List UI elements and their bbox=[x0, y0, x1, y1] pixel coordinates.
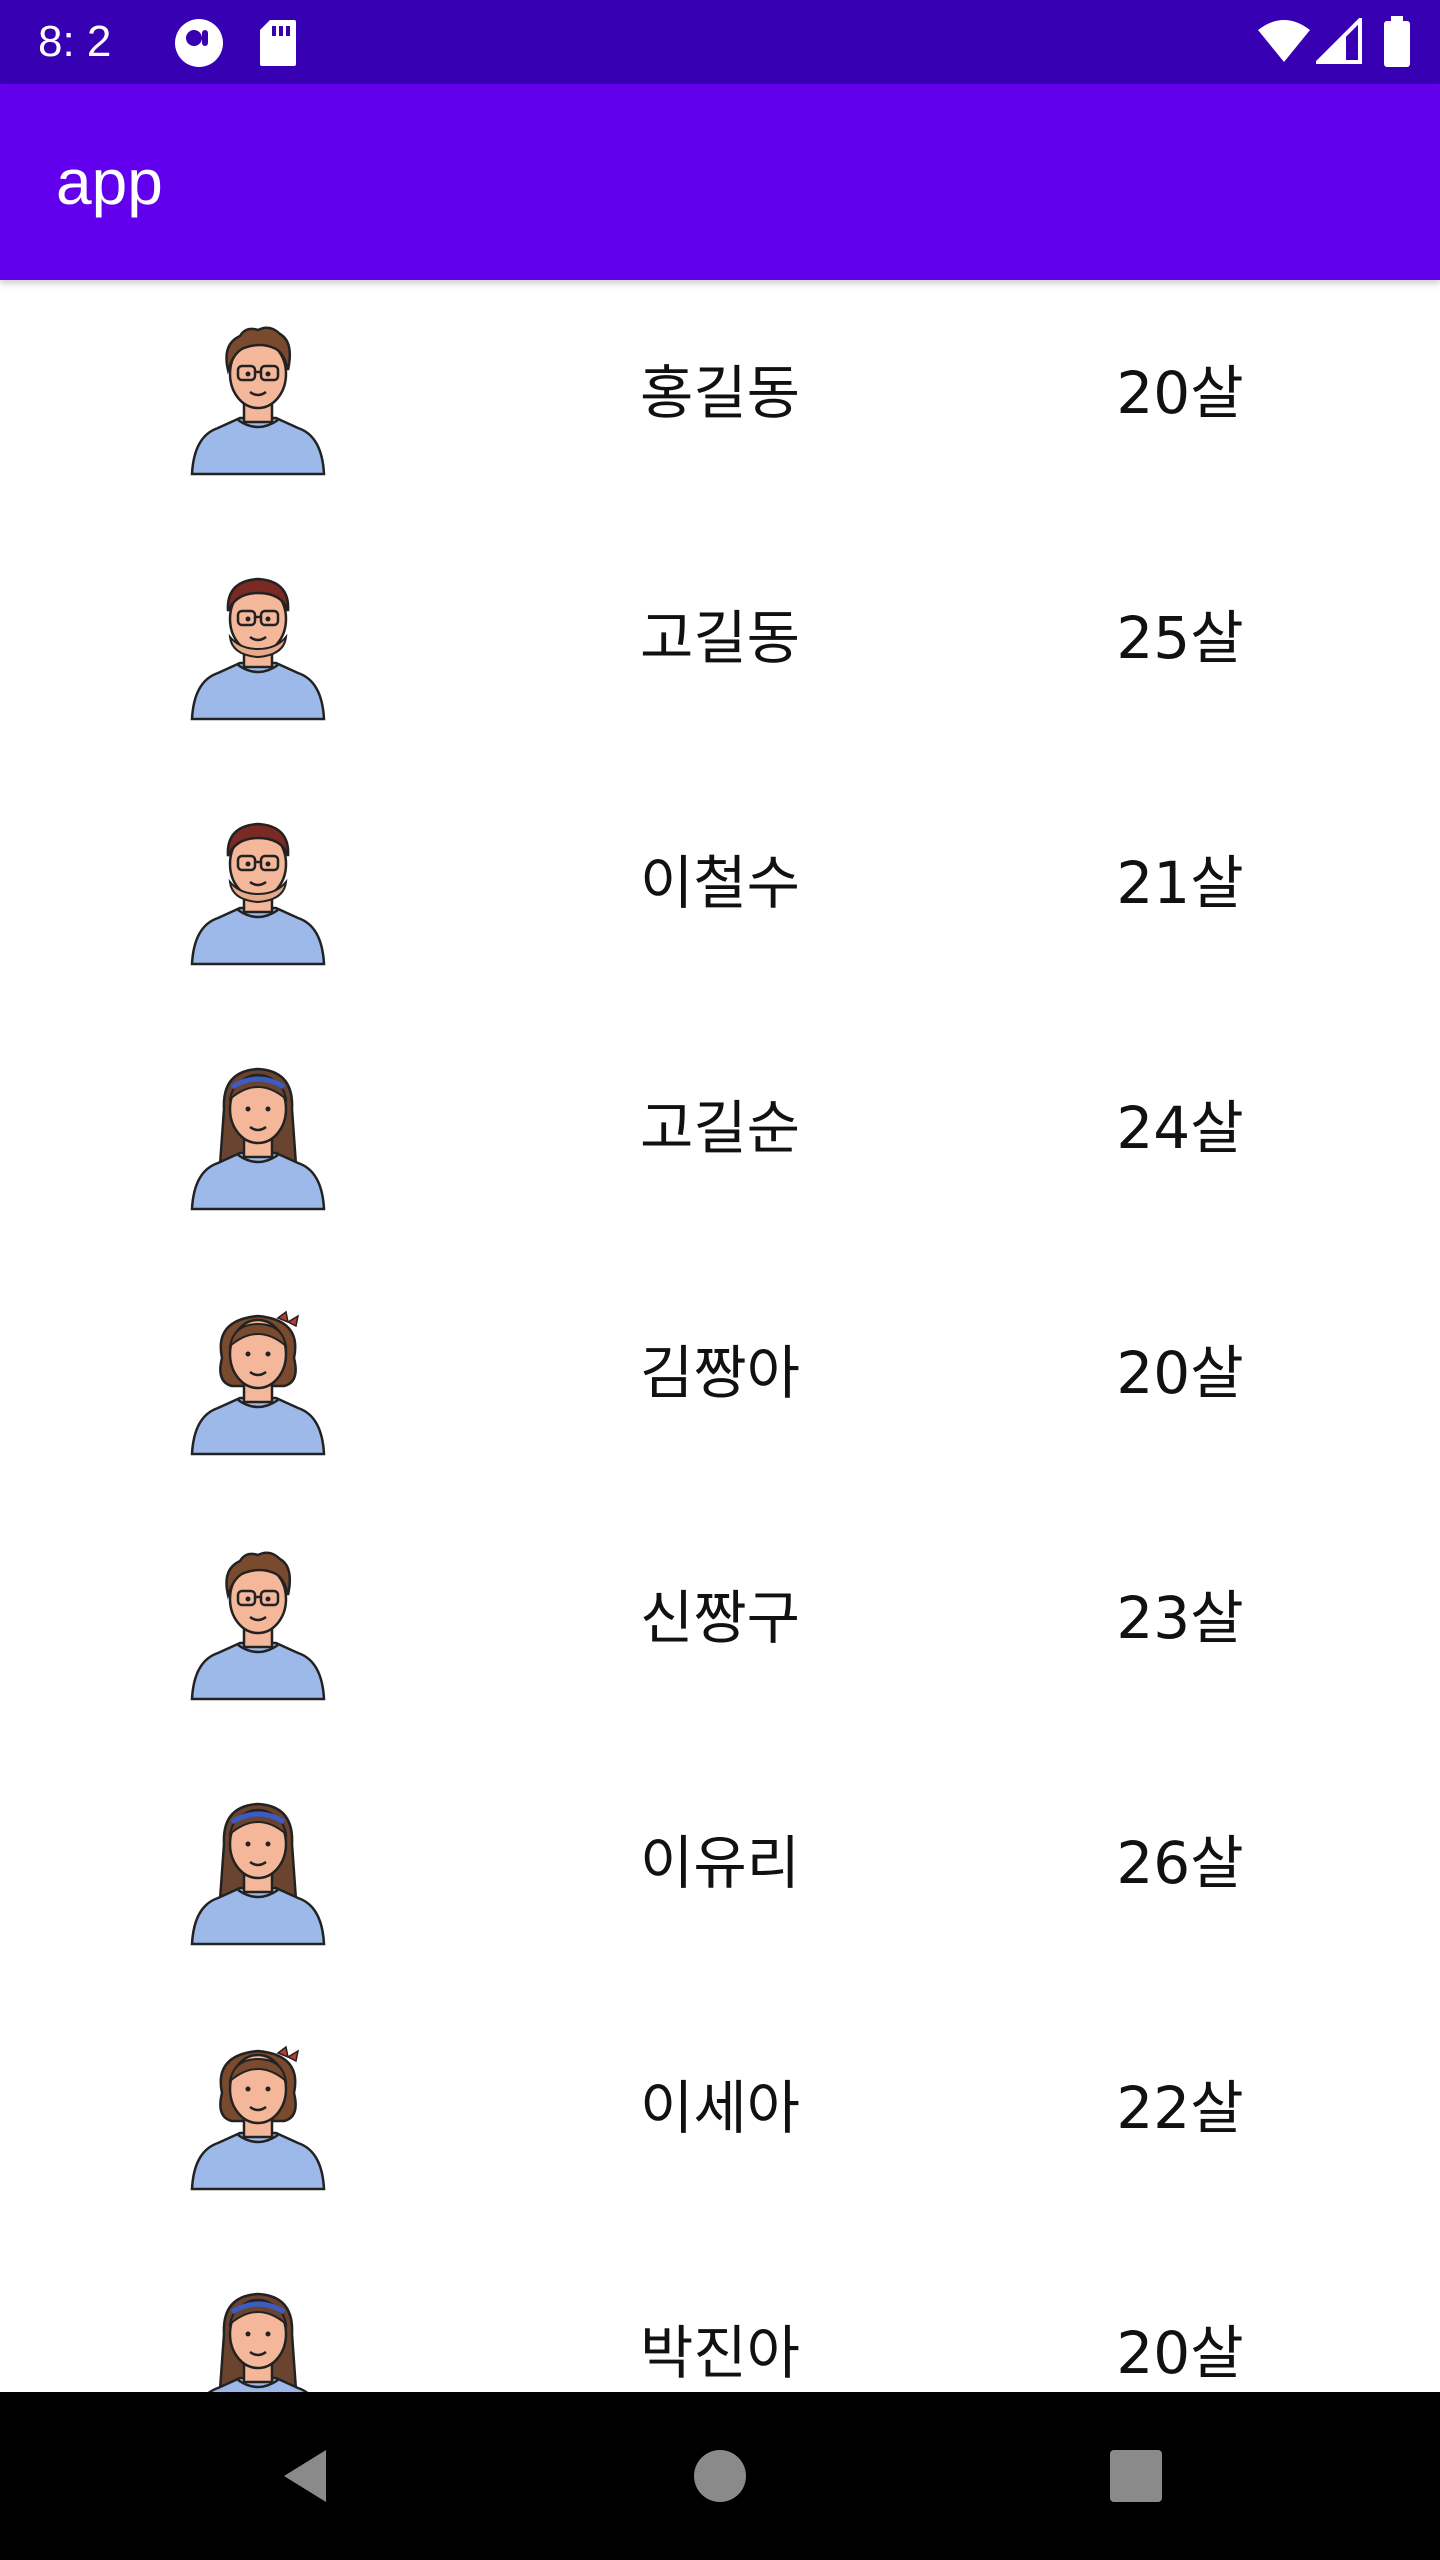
person-name: 고길순 bbox=[639, 1094, 801, 1162]
person-age: 20살 bbox=[1116, 359, 1244, 427]
person-age: 26살 bbox=[1116, 1829, 1244, 1897]
avatar bbox=[188, 808, 328, 968]
avatar bbox=[188, 2278, 328, 2392]
avatar bbox=[188, 318, 328, 478]
list-item[interactable]: 이세아 22살 bbox=[0, 1995, 1440, 2240]
person-name: 이유리 bbox=[639, 1829, 801, 1897]
person-name: 고길동 bbox=[639, 604, 801, 672]
avatar bbox=[188, 2033, 328, 2193]
avatar bbox=[188, 563, 328, 723]
person-age: 24살 bbox=[1116, 1094, 1244, 1162]
avatar bbox=[188, 1298, 328, 1458]
list-item[interactable]: 김짱아 20살 bbox=[0, 1260, 1440, 1505]
list-item[interactable]: 박진아 20살 bbox=[0, 2240, 1440, 2392]
list-item[interactable]: 홍길동 20살 bbox=[0, 280, 1440, 525]
list-item[interactable]: 고길순 24살 bbox=[0, 1015, 1440, 1260]
person-name: 신짱구 bbox=[639, 1584, 801, 1652]
signal-icon bbox=[1313, 15, 1362, 68]
person-name: 홍길동 bbox=[639, 359, 801, 427]
person-name: 김짱아 bbox=[639, 1339, 801, 1407]
avatar bbox=[188, 1543, 328, 1703]
list-item[interactable]: 이유리 26살 bbox=[0, 1750, 1440, 1995]
app-title: app bbox=[56, 146, 163, 218]
person-age: 22살 bbox=[1116, 2074, 1244, 2142]
home-icon[interactable] bbox=[684, 2436, 756, 2520]
person-name: 이세아 bbox=[639, 2074, 801, 2142]
wifi-icon bbox=[1256, 18, 1312, 68]
sd-card-icon bbox=[258, 18, 298, 72]
person-name: 이철수 bbox=[639, 849, 801, 917]
person-age: 21살 bbox=[1116, 849, 1244, 917]
list-item[interactable]: 고길동 25살 bbox=[0, 525, 1440, 770]
person-list[interactable]: 홍길동 20살 고길동 25살 이철수 21살 고길순 24살 김짱아 20살 신짱구 23… bbox=[0, 280, 1440, 2392]
circle-status-icon bbox=[172, 16, 226, 74]
person-age: 20살 bbox=[1116, 1339, 1244, 1407]
back-icon[interactable] bbox=[270, 2436, 340, 2520]
list-item[interactable]: 이철수 21살 bbox=[0, 770, 1440, 1015]
navigation-bar bbox=[0, 2392, 1440, 2560]
status-time: 8: 2 bbox=[38, 17, 112, 66]
app-bar: app bbox=[0, 84, 1440, 280]
person-age: 23살 bbox=[1116, 1584, 1244, 1652]
person-name: 박진아 bbox=[639, 2319, 801, 2387]
list-item[interactable]: 신짱구 23살 bbox=[0, 1505, 1440, 1750]
status-bar: 8: 2 bbox=[0, 0, 1440, 84]
battery-icon bbox=[1382, 16, 1412, 72]
recents-icon[interactable] bbox=[1100, 2436, 1170, 2520]
avatar bbox=[188, 1053, 328, 1213]
avatar bbox=[188, 1788, 328, 1948]
person-age: 25살 bbox=[1116, 604, 1244, 672]
person-age: 20살 bbox=[1116, 2319, 1244, 2387]
